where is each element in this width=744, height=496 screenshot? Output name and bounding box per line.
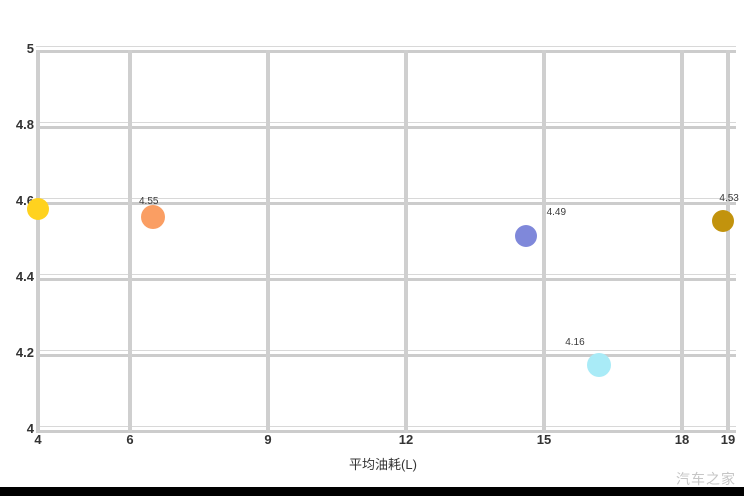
point-orange[interactable] bbox=[141, 205, 165, 229]
gridline-horizontal bbox=[36, 354, 736, 357]
point-purple[interactable] bbox=[514, 225, 537, 247]
x-tick-label: 6 bbox=[126, 432, 134, 447]
gridline-vertical bbox=[680, 50, 684, 432]
point-label: 4.49 bbox=[546, 207, 567, 218]
y-tick-label: 4.2 bbox=[15, 345, 34, 360]
y-tick-label: 5 bbox=[26, 41, 34, 56]
gridline-vertical bbox=[726, 50, 730, 432]
gridline-vertical bbox=[36, 50, 40, 432]
gridline-horizontal bbox=[36, 126, 736, 129]
gridline-horizontal bbox=[36, 198, 736, 199]
x-tick-label: 19 bbox=[720, 432, 736, 447]
gridline-horizontal bbox=[36, 202, 736, 205]
gridline-horizontal bbox=[36, 50, 736, 53]
gridline-horizontal bbox=[36, 350, 736, 351]
gridline-horizontal bbox=[36, 122, 736, 123]
gridline-vertical bbox=[542, 50, 546, 432]
x-axis-title: 平均油耗(L) bbox=[349, 457, 417, 472]
watermark-logo: 汽车之家 bbox=[676, 471, 736, 487]
gridline-vertical bbox=[128, 50, 132, 432]
y-tick-label: 4.4 bbox=[15, 269, 34, 284]
point-label: 4.53 bbox=[719, 192, 739, 204]
point-cyan[interactable] bbox=[587, 353, 612, 378]
x-tick-label: 9 bbox=[264, 432, 272, 447]
gridline-horizontal bbox=[36, 430, 736, 433]
x-tick-label: 15 bbox=[536, 432, 552, 447]
gridline-vertical bbox=[404, 50, 408, 432]
bottom-bar bbox=[0, 487, 744, 496]
gridline-vertical bbox=[266, 50, 270, 432]
y-tick-label: 4 bbox=[26, 421, 34, 436]
gridline-horizontal bbox=[36, 278, 736, 281]
y-tick-label: 4.8 bbox=[15, 117, 34, 132]
point-yellow[interactable] bbox=[27, 198, 49, 221]
gridline-horizontal bbox=[36, 274, 736, 275]
x-tick-label: 4 bbox=[34, 432, 42, 447]
point-label: 4.16 bbox=[565, 337, 585, 349]
x-tick-label: 18 bbox=[674, 432, 690, 447]
gridline-horizontal bbox=[36, 426, 736, 427]
x-tick-label: 12 bbox=[398, 432, 414, 447]
point-gold[interactable] bbox=[712, 209, 735, 232]
point-label: 4.55 bbox=[139, 196, 159, 207]
gridline-horizontal bbox=[36, 46, 736, 47]
